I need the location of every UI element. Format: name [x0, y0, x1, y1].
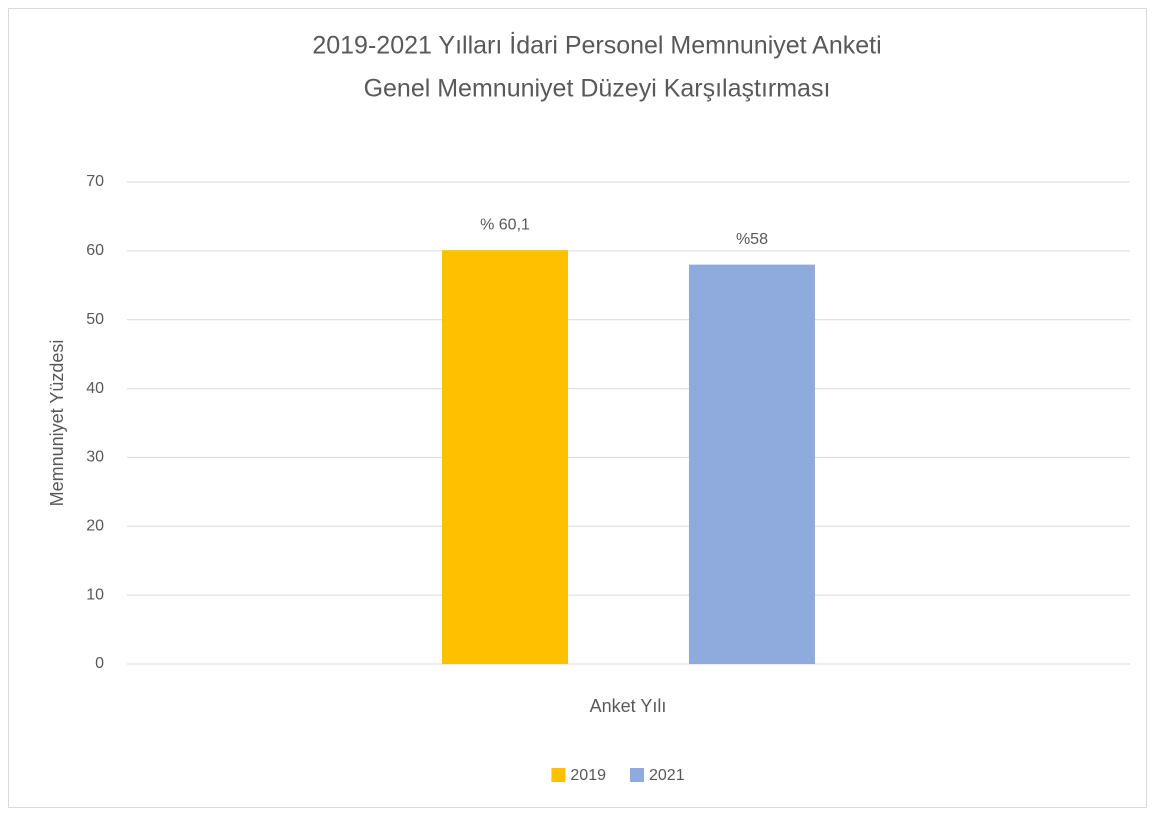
y-axis-label: Memnuniyet Yüzdesi [47, 340, 67, 507]
y-tick-label: 50 [86, 311, 104, 328]
chart-title: Genel Memnuniyet Düzeyi Karşılaştırması [364, 75, 831, 103]
bar [442, 250, 569, 664]
legend-label: 2019 [570, 767, 606, 784]
y-tick-label: 10 [86, 586, 104, 603]
x-axis-label: Anket Yılı [590, 696, 667, 716]
y-tick-label: 30 [86, 449, 104, 466]
legend-label: 2021 [649, 767, 685, 784]
y-tick-label: 70 [86, 173, 104, 190]
bar [688, 264, 815, 664]
chart-frame [8, 8, 1147, 808]
y-tick-label: 60 [86, 242, 104, 259]
y-tick-label: 20 [86, 518, 104, 535]
y-tick-label: 0 [95, 655, 104, 672]
legend-swatch [551, 768, 566, 782]
data-label: %58 [736, 231, 768, 248]
data-label: % 60,1 [480, 216, 530, 233]
legend-swatch [630, 768, 644, 782]
chart-title: 2019-2021 Yılları İdari Personel Memnuni… [312, 31, 881, 60]
y-tick-label: 40 [86, 380, 104, 397]
